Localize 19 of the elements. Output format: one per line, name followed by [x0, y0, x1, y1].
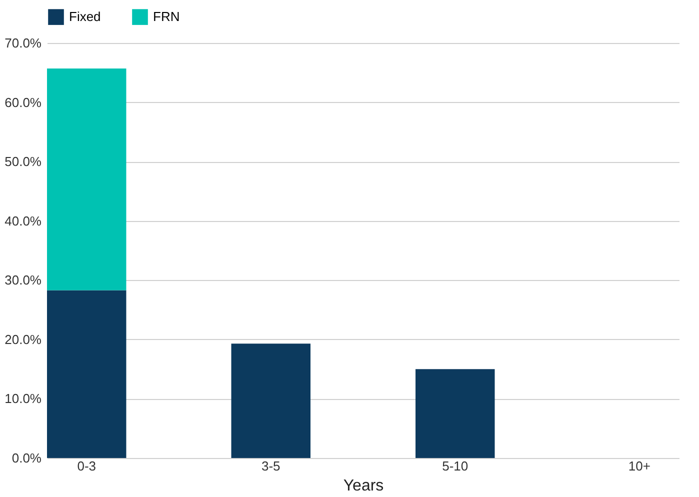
bar [47, 290, 126, 458]
y-tick-label: 30.0% [4, 272, 42, 288]
x-tick-label: 5-10 [442, 458, 468, 474]
y-tick-label: 10.0% [4, 391, 42, 406]
bar [416, 369, 495, 458]
x-tick-label: 10+ [628, 458, 650, 474]
legend-label: Fixed [69, 9, 101, 24]
y-tick-label: 0.0% [12, 450, 42, 466]
bar [47, 68, 126, 290]
x-tick-label: 3-5 [261, 458, 280, 474]
y-tick-label: 60.0% [4, 94, 42, 110]
y-tick-label: 20.0% [4, 332, 42, 347]
bar [231, 344, 310, 458]
y-tick-label: 70.0% [4, 36, 42, 50]
legend-label: FRN [153, 9, 180, 24]
y-tick-label: 50.0% [4, 154, 42, 170]
x-tick-label: 0-3 [77, 458, 96, 474]
x-axis-title: Years [343, 478, 384, 494]
y-tick-label: 40.0% [4, 213, 42, 228]
